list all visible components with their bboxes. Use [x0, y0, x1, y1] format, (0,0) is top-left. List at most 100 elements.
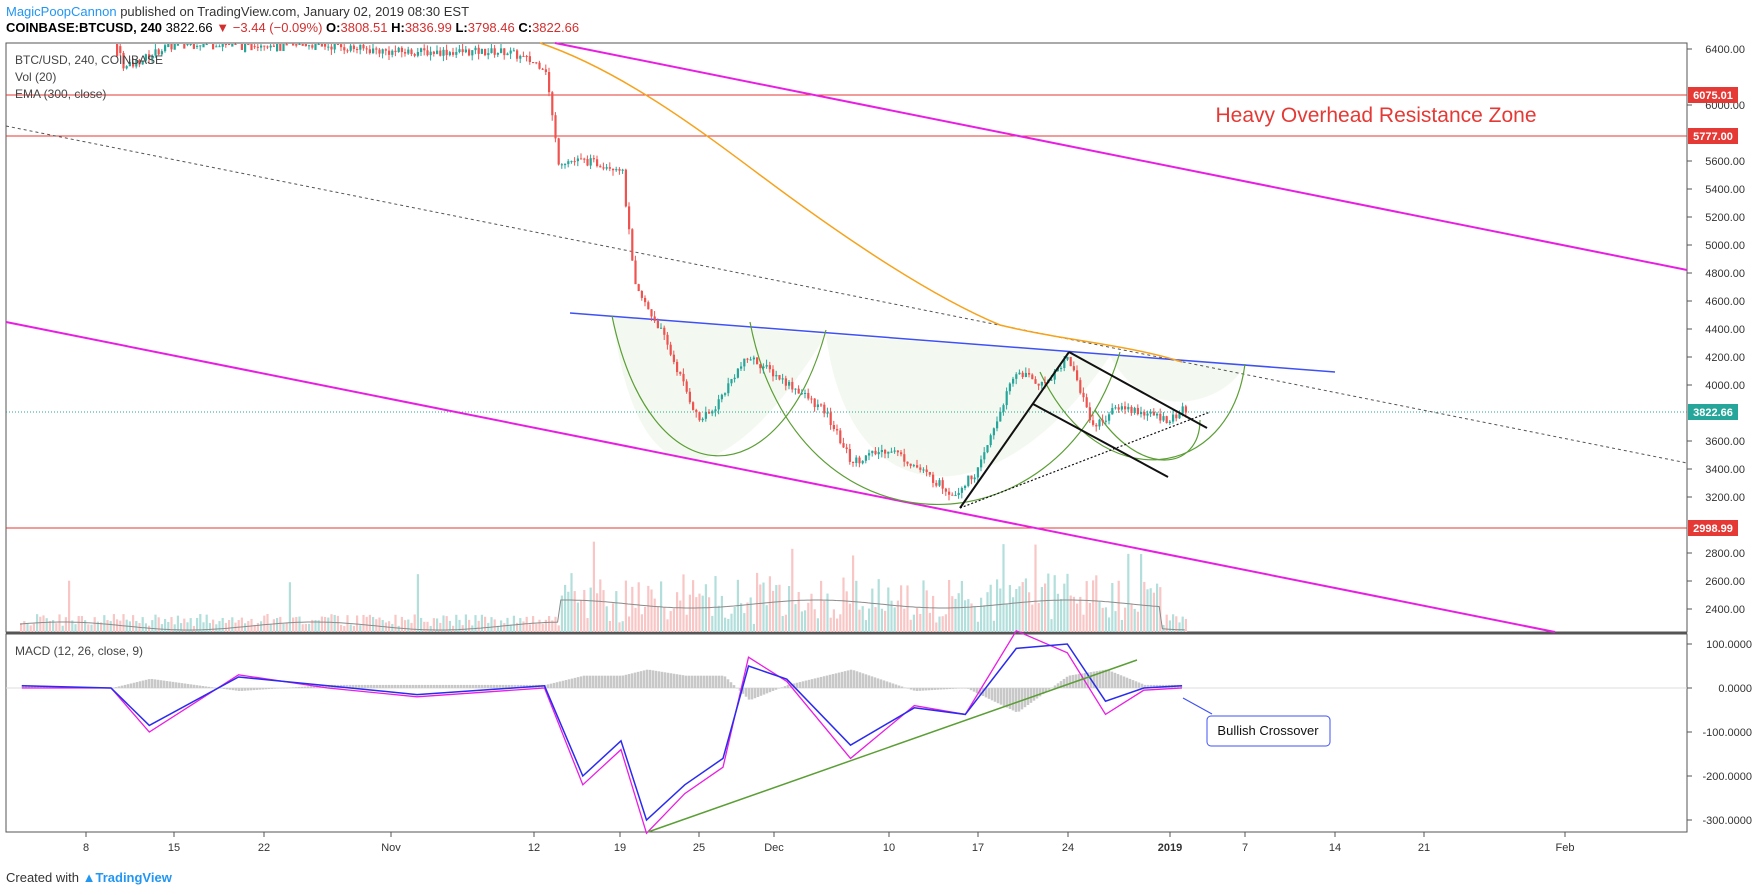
macd-histogram-bar	[948, 688, 952, 689]
neckline	[569, 312, 1336, 373]
volume-bar	[378, 617, 381, 632]
candle-body	[391, 50, 394, 55]
macd-histogram-bar	[1053, 685, 1057, 688]
macd-histogram	[21, 669, 1183, 712]
candle-body	[909, 463, 912, 466]
volume-bar	[743, 613, 746, 632]
candle-body	[480, 48, 483, 54]
candle-body	[490, 48, 493, 54]
volume-bar	[484, 616, 487, 632]
macd-histogram-bar	[1050, 687, 1054, 689]
macd-tick-label: -100.0000	[1702, 727, 1752, 739]
macd-histogram-bar	[582, 675, 586, 688]
macd-histogram-bar	[687, 675, 691, 688]
volume-bar	[55, 623, 58, 632]
macd-histogram-bar	[780, 687, 784, 688]
volume-bar	[413, 614, 416, 632]
macd-histogram-bar	[873, 677, 877, 688]
candle-body	[192, 44, 195, 49]
channel-upper-line	[554, 42, 1688, 271]
volume-bar	[112, 614, 115, 632]
volume-bar	[1037, 603, 1040, 632]
macd-histogram-bar	[495, 684, 499, 688]
bullish-crossover-box[interactable]	[1206, 715, 1331, 747]
candle-body	[404, 52, 407, 54]
candle-body	[797, 388, 800, 394]
candle-body	[858, 457, 861, 464]
volume-bar	[416, 574, 419, 632]
volume-bar	[167, 621, 170, 632]
macd-histogram-bar	[111, 687, 115, 689]
volume-bar	[669, 611, 672, 632]
candle-body	[554, 115, 557, 139]
candle-body	[1117, 407, 1120, 410]
volume-bar	[746, 602, 749, 632]
candle-body	[634, 260, 637, 285]
high-label: H:	[391, 20, 405, 35]
volume-bar	[58, 614, 61, 632]
volume-bar	[365, 616, 368, 632]
macd-histogram-bar	[627, 674, 631, 688]
candle-body	[925, 469, 928, 473]
macd-histogram-bar	[573, 677, 577, 688]
macd-histogram-bar	[234, 688, 238, 691]
volume-bar	[877, 579, 880, 632]
candle-body	[1133, 407, 1136, 413]
candle-body	[519, 55, 522, 59]
volume-bar	[404, 620, 407, 632]
macd-histogram-bar	[237, 688, 241, 691]
tradingview-logo-icon[interactable]: ▲	[82, 870, 96, 885]
candle-body	[1095, 424, 1098, 427]
volume-bar	[580, 600, 583, 632]
volume-bar	[93, 617, 96, 632]
tradingview-brand[interactable]: TradingView	[95, 870, 172, 885]
volume-bar	[237, 620, 240, 632]
macd-histogram-bar	[138, 681, 142, 688]
channel-lower-line	[5, 321, 1556, 633]
macd-histogram-bar	[1080, 673, 1084, 688]
candle-body	[880, 450, 883, 453]
volume-bar	[39, 616, 42, 632]
candle-body	[874, 450, 877, 455]
volume-bar	[538, 619, 541, 632]
macd-histogram-bar	[264, 688, 268, 690]
macd-histogram-bar	[225, 688, 229, 690]
author-link[interactable]: MagicPoopCannon	[6, 4, 117, 19]
macd-histogram-bar	[834, 673, 838, 688]
volume-bar	[948, 579, 951, 632]
candle-body	[762, 366, 765, 369]
macd-histogram-bar	[867, 675, 871, 688]
volume-bar	[1124, 607, 1127, 632]
volume-bar	[250, 618, 253, 632]
volume-bar	[71, 620, 74, 632]
volume-bar	[512, 615, 515, 632]
macd-histogram-bar	[153, 679, 157, 688]
candle-body	[624, 169, 627, 207]
macd-histogram-bar	[666, 672, 670, 688]
candle-body	[378, 49, 381, 54]
volume-bar	[832, 609, 835, 632]
volume-bar	[208, 623, 211, 632]
volume-bar	[282, 623, 285, 632]
candle-body	[250, 44, 253, 51]
volume-bar	[928, 612, 931, 632]
volume-bar	[349, 624, 352, 632]
volume-bar	[170, 617, 173, 632]
macd-histogram-bar	[630, 673, 634, 688]
volume-bar	[272, 619, 275, 632]
macd-histogram-bar	[1107, 670, 1111, 688]
volume-bar	[1085, 581, 1088, 632]
macd-histogram-bar	[522, 684, 526, 688]
candle-body	[196, 45, 199, 47]
macd-histogram-bar	[507, 684, 511, 688]
candle-body	[724, 393, 727, 395]
volume-bar	[42, 615, 45, 632]
candle-body	[292, 44, 295, 46]
volume-bar	[221, 617, 224, 632]
candle-body	[957, 492, 960, 496]
candle-body	[384, 49, 387, 51]
macd-histogram-bar	[414, 684, 418, 688]
candle-body	[439, 50, 442, 56]
macd-histogram-bar	[1005, 688, 1009, 708]
